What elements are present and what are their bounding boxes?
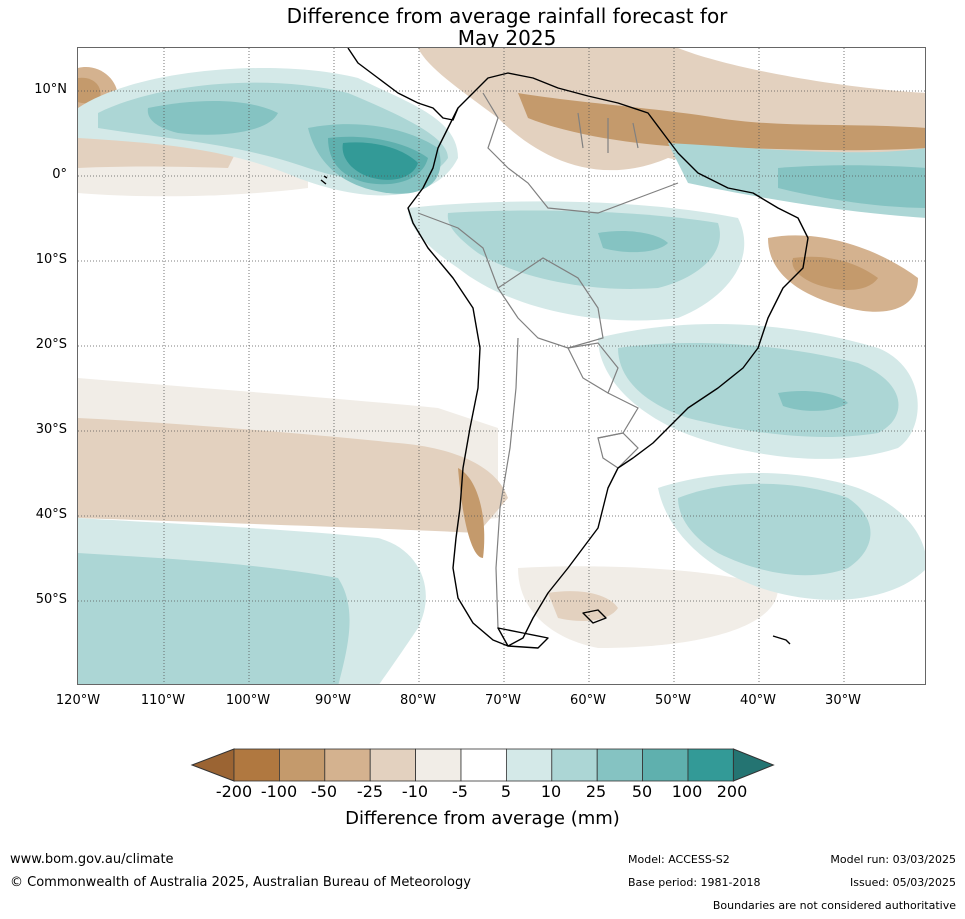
- colorbar: [190, 748, 775, 782]
- colorbar-tick: 25: [585, 782, 607, 801]
- lat-label-50s: 50°S: [35, 592, 67, 607]
- chart-title-line-1: Difference from average rainfall forecas…: [286, 4, 728, 28]
- footer-issued: Issued: 05/03/2025: [849, 876, 956, 889]
- colorbar-tick: 10: [540, 782, 562, 801]
- lat-label-10n: 10°N: [34, 82, 67, 97]
- colorbar-segment-wet-100-200: [687, 748, 734, 782]
- lon-label-40w: 40°W: [740, 693, 776, 708]
- lon-label-50w: 50°W: [655, 693, 691, 708]
- colorbar-tick: 50: [631, 782, 653, 801]
- colorbar-segment-dry-200-100: [233, 748, 280, 782]
- dry-region-south-atlantic-inner: [548, 591, 618, 621]
- colorbar-segment-dry-10-5: [415, 748, 462, 782]
- colorbar-tick: -200: [215, 782, 253, 801]
- colorbar-tick: -5: [452, 782, 468, 801]
- colorbar-segment-wet-50-100: [642, 748, 689, 782]
- border-peru-brazil: [417, 212, 499, 289]
- map-gridlines: [78, 48, 925, 684]
- rainfall-map-canvas: [78, 48, 925, 684]
- lon-label-90w: 90°W: [315, 693, 351, 708]
- wet-region-south-atlantic-mid: [678, 483, 871, 576]
- colorbar-extend-wet: [732, 748, 775, 782]
- lon-label-70w: 70°W: [485, 693, 521, 708]
- lat-label-30s: 30°S: [35, 422, 67, 437]
- wet-region-colombia-coast-core: [342, 142, 418, 180]
- colorbar-segment-dry-50-25: [324, 748, 371, 782]
- lon-label-80w: 80°W: [400, 693, 436, 708]
- wet-region-amazon-mid: [447, 210, 720, 289]
- border-paraguay: [567, 342, 619, 394]
- lon-label-110w: 110°W: [140, 693, 186, 708]
- coastline-falklands: [582, 609, 607, 624]
- colorbar-segment-dry-25-10: [369, 748, 416, 782]
- colorbar-tick: 5: [500, 782, 512, 801]
- colorbar-tick: -50: [310, 782, 338, 801]
- border-uruguay: [597, 432, 639, 469]
- footer-model-run: Model run: 03/03/2025: [830, 853, 956, 866]
- lon-label-60w: 60°W: [570, 693, 606, 708]
- colorbar-segment-wet-5-10: [505, 748, 553, 782]
- wet-region-southern-brazil-mid: [618, 343, 899, 438]
- colorbar-segment-dry-100-50: [279, 748, 326, 782]
- anomaly-fields: [78, 48, 925, 684]
- footer-base-period: Base period: 1981-2018: [628, 876, 761, 889]
- colorbar-tick: -25: [356, 782, 384, 801]
- border-brazil-north: [507, 167, 679, 214]
- wet-region-southwest-pacific-mid: [78, 553, 350, 684]
- footer-copyright: © Commonwealth of Australia 2025, Austra…: [10, 875, 471, 890]
- lat-label-0: 0°: [52, 167, 67, 182]
- lat-label-40s: 40°S: [35, 507, 67, 522]
- border-venezuela-colombia: [482, 92, 509, 169]
- coastlines: [320, 48, 809, 649]
- coastline-tierra-del-fuego: [497, 627, 549, 649]
- dry-region-far-west-inner: [78, 77, 101, 104]
- border-chile-argentina: [495, 337, 519, 629]
- lat-label-20s: 20°S: [35, 337, 67, 352]
- coastline-south-america: [407, 72, 809, 647]
- colorbar-segment-wet-25-50: [596, 748, 644, 782]
- colorbar-label: Difference from average (mm): [345, 808, 620, 829]
- chart-title-line-2: May 2025: [457, 26, 557, 50]
- wet-region-amazon-core: [598, 231, 668, 253]
- colorbar-segment-wet-10-25: [551, 748, 598, 782]
- dry-region-chile-coast: [458, 468, 485, 558]
- colorbar-tick: 200: [716, 782, 748, 801]
- border-guyana-suriname: [577, 112, 639, 153]
- lat-label-10s: 10°S: [35, 252, 67, 267]
- coastline-galapagos: [320, 175, 328, 185]
- border-bolivia: [497, 257, 604, 349]
- colorbar-segment-neutral: [460, 748, 507, 782]
- footer-boundaries-note: Boundaries are not considered authoritat…: [712, 899, 956, 912]
- dry-region-south-atlantic: [518, 566, 778, 648]
- rainfall-map: [77, 47, 926, 685]
- wet-region-equatorial-pacific-core: [147, 101, 278, 135]
- colorbar-tick: 100: [671, 782, 703, 801]
- footer-url: www.bom.gov.au/climate: [10, 852, 174, 867]
- dry-region-north-coast: [418, 48, 925, 171]
- colorbar-tick: -10: [401, 782, 429, 801]
- lon-label-100w: 100°W: [225, 693, 271, 708]
- lon-label-120w: 120°W: [55, 693, 101, 708]
- lon-label-30w: 30°W: [825, 693, 861, 708]
- coastline-central-america: [347, 48, 459, 121]
- colorbar-tick: -100: [260, 782, 298, 801]
- colorbar-extend-dry: [190, 748, 235, 782]
- national-borders: [417, 92, 679, 629]
- wet-region-southern-brazil-core: [778, 391, 848, 411]
- footer-model: Model: ACCESS-S2: [628, 853, 730, 866]
- dry-region-north-coast-inner: [518, 93, 925, 151]
- dry-region-southeast-pacific: [78, 418, 508, 533]
- coastline-south-georgia: [772, 635, 791, 645]
- dry-region-northeast-brazil-inner: [792, 256, 878, 290]
